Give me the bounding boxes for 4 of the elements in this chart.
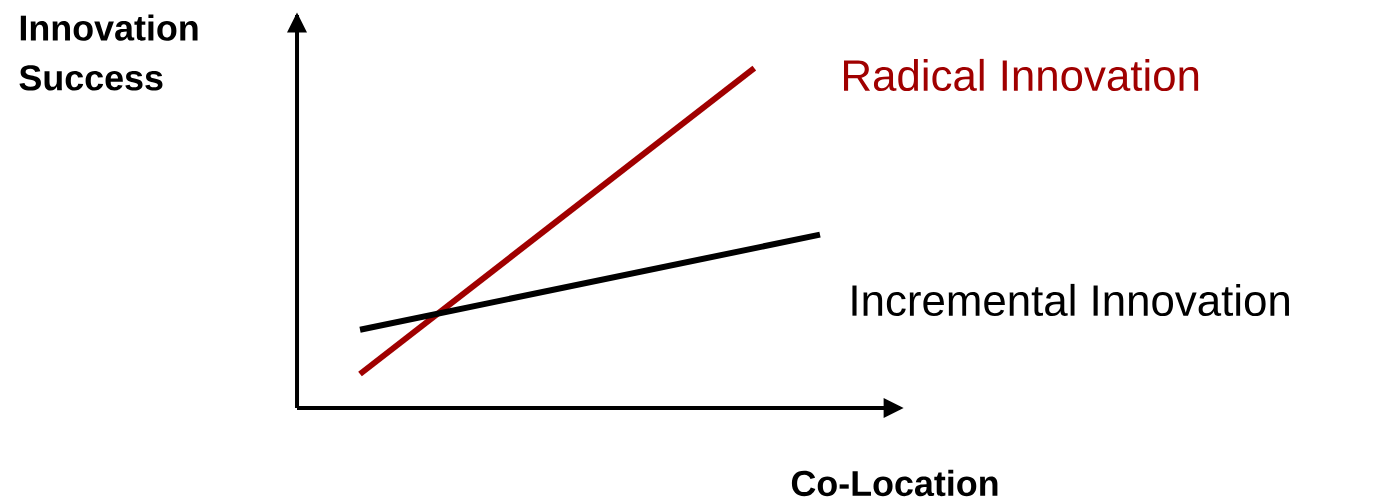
series-label: Incremental Innovation — [852, 283, 1289, 317]
y-axis-title: Innovation Success — [19, 14, 198, 91]
x-axis-title: Co-Location — [791, 469, 998, 497]
text: Radical Innovation — [844, 58, 1199, 92]
